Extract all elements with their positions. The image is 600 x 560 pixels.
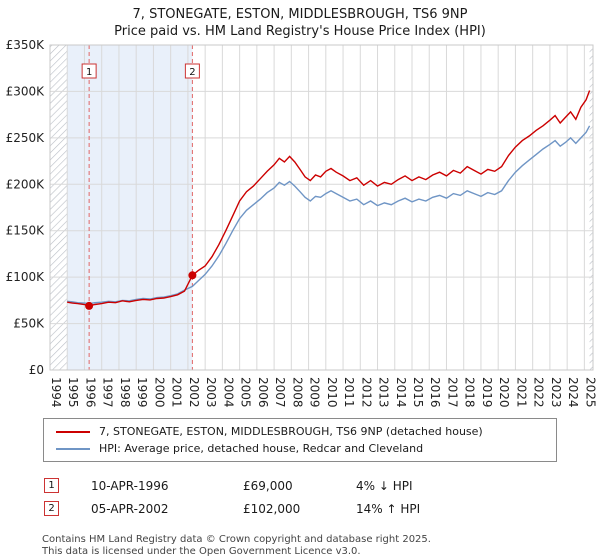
license-footer: Contains HM Land Registry data © Crown c… <box>42 534 600 558</box>
sale-1-price: £69,000 <box>243 478 293 493</box>
x-tick-label: 2014 <box>394 377 408 408</box>
legend-line-property <box>56 430 90 433</box>
chart-header: 7, STONEGATE, ESTON, MIDDLESBROUGH, TS6 … <box>0 0 600 40</box>
x-tick-label: 2023 <box>549 377 563 408</box>
x-tick-label: 2011 <box>342 377 356 408</box>
x-tick-label: 1995 <box>66 377 80 408</box>
no-data-hatch-1 <box>50 45 68 370</box>
no-data-hatch-2 <box>589 45 593 370</box>
x-tick-label: 2010 <box>325 377 339 408</box>
y-tick-label: £150K <box>6 224 46 238</box>
sale-2-date: 05-APR-2002 <box>91 501 169 516</box>
transactions-list: 1 10-APR-1996 £69,000 4% ↓ HPI 2 05-APR-… <box>44 474 600 520</box>
x-tick-label: 2025 <box>583 377 597 408</box>
legend-entry-property: 7, STONEGATE, ESTON, MIDDLESBROUGH, TS6 … <box>50 423 550 440</box>
footer-line-2: This data is licensed under the Open Gov… <box>42 546 361 557</box>
x-tick-label: 2003 <box>204 377 218 408</box>
x-tick-label: 2018 <box>463 377 477 408</box>
legend-line-hpi <box>56 447 90 450</box>
sale-marker-label-2: 2 <box>189 67 195 78</box>
x-tick-label: 2020 <box>497 377 511 408</box>
sale-marker-label-1: 1 <box>86 67 92 78</box>
y-tick-label: £50K <box>13 317 45 331</box>
x-tick-label: 2013 <box>377 377 391 408</box>
x-tick-label: 2012 <box>359 377 373 408</box>
x-tick-label: 2021 <box>514 377 528 408</box>
y-tick-label: £100K <box>6 270 46 284</box>
plot-border <box>49 44 594 371</box>
x-tick-label: 2019 <box>480 377 494 408</box>
x-tick-label: 1998 <box>118 377 132 408</box>
gridlines: £0 £50K £100K £150K £200K £250K £300K £350K 1994… <box>6 38 598 408</box>
x-tick-label: 2004 <box>221 377 235 408</box>
sale-marker-box-2 <box>184 63 200 79</box>
sale-2-hpi-delta: 14% ↑ HPI <box>356 501 421 516</box>
sale-2-price: £102,000 <box>243 501 301 516</box>
legend-entry-hpi: HPI: Average price, detached house, Redc… <box>50 440 550 457</box>
y-tick-label: £250K <box>6 131 46 145</box>
x-tick-label: 2009 <box>308 377 322 408</box>
footer-line-1: Contains HM Land Registry data © Crown c… <box>42 534 431 545</box>
x-tick-label: 1997 <box>101 377 115 408</box>
x-tick-label: 2008 <box>290 377 304 408</box>
sale-1-hpi-delta: 4% ↓ HPI <box>356 478 413 493</box>
transaction-row-1: 1 10-APR-1996 £69,000 4% ↓ HPI <box>44 474 600 497</box>
x-tick-label: 2024 <box>566 377 580 408</box>
x-tick-label: 2000 <box>152 377 166 408</box>
x-tick-label: 2005 <box>239 377 253 408</box>
x-tick-label: 2002 <box>187 377 201 408</box>
x-tick-label: 2015 <box>411 377 425 408</box>
sale-2-badge: 2 <box>44 501 59 516</box>
legend-label-hpi: HPI: Average price, detached house, Redc… <box>99 442 424 455</box>
x-tick-label: 2007 <box>273 377 287 408</box>
transaction-row-2: 2 05-APR-2002 £102,000 14% ↑ HPI <box>44 497 600 520</box>
sale-1-badge: 1 <box>44 478 59 493</box>
legend-label-property: 7, STONEGATE, ESTON, MIDDLESBROUGH, TS6 … <box>99 425 483 438</box>
y-tick-label: £300K <box>6 84 46 98</box>
y-tick-label: £0 <box>29 363 44 377</box>
x-tick-label: 2016 <box>428 377 442 408</box>
x-tick-label: 2006 <box>256 377 270 408</box>
y-tick-label: £200K <box>6 177 46 191</box>
x-tick-label: 2017 <box>445 377 459 408</box>
x-tick-label: 1996 <box>83 377 97 408</box>
sale-dot-2 <box>188 271 197 280</box>
x-tick-label: 1999 <box>135 377 149 408</box>
x-tick-label: 2022 <box>532 377 546 408</box>
chart-legend: 7, STONEGATE, ESTON, MIDDLESBROUGH, TS6 … <box>43 418 557 462</box>
sale-dot-1 <box>85 301 94 310</box>
page-title: 7, STONEGATE, ESTON, MIDDLESBROUGH, TS6 … <box>132 7 468 22</box>
y-tick-label: £350K <box>6 40 46 52</box>
ownership-period-shade <box>67 45 193 370</box>
series-line-hpi <box>67 125 591 305</box>
x-tick-label: 1994 <box>49 377 63 408</box>
price-history-chart: £0 £50K £100K £150K £200K £250K £300K £350K 1994… <box>6 38 598 408</box>
sale-1-date: 10-APR-1996 <box>91 478 169 493</box>
series-line-property <box>67 90 591 307</box>
sale-marker-box-1 <box>81 63 97 79</box>
page-subtitle: Price paid vs. HM Land Registry's House … <box>114 24 486 39</box>
x-tick-label: 2001 <box>170 377 184 408</box>
